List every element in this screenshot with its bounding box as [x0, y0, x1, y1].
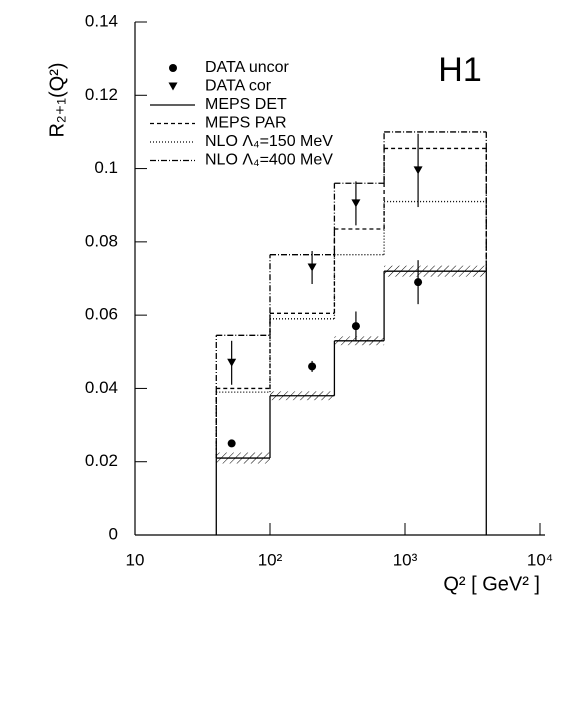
data-point [307, 263, 317, 272]
x-tick-label: 10 [126, 550, 145, 569]
y-axis-label: R₂₊₁(Q²) [46, 62, 68, 137]
y-tick-label: 0.1 [94, 158, 118, 177]
legend-marker [168, 82, 178, 91]
y-tick-label: 0.08 [85, 231, 118, 250]
y-tick-label: 0.12 [85, 85, 118, 104]
data-point [351, 322, 360, 331]
x-axis-label: Q² [ GeV² ] [443, 573, 540, 595]
data-point [227, 439, 236, 448]
legend-label: DATA uncor [205, 59, 290, 76]
data-point [308, 362, 317, 371]
data-point [413, 166, 423, 175]
x-tick-label: 10³ [393, 550, 418, 569]
data-point [227, 358, 237, 367]
legend-marker [169, 64, 177, 72]
data-point [351, 199, 361, 208]
x-tick-label: 10² [258, 550, 283, 569]
y-tick-label: 0 [109, 524, 118, 543]
x-tick-label: 10⁴ [527, 550, 553, 569]
y-tick-label: 0.06 [85, 305, 118, 324]
legend-label: NLO Λ₄=150 MeV [205, 133, 333, 150]
legend-label: DATA cor [205, 78, 272, 95]
y-tick-label: 0.02 [85, 451, 118, 470]
data-point [414, 278, 423, 287]
legend-label: MEPS DET [205, 96, 287, 113]
y-tick-label: 0.14 [85, 11, 118, 30]
y-tick-label: 0.04 [85, 378, 118, 397]
legend-label: NLO Λ₄=400 MeV [205, 152, 333, 169]
legend-label: MEPS PAR [205, 115, 287, 132]
annotation: H1 [438, 51, 481, 89]
